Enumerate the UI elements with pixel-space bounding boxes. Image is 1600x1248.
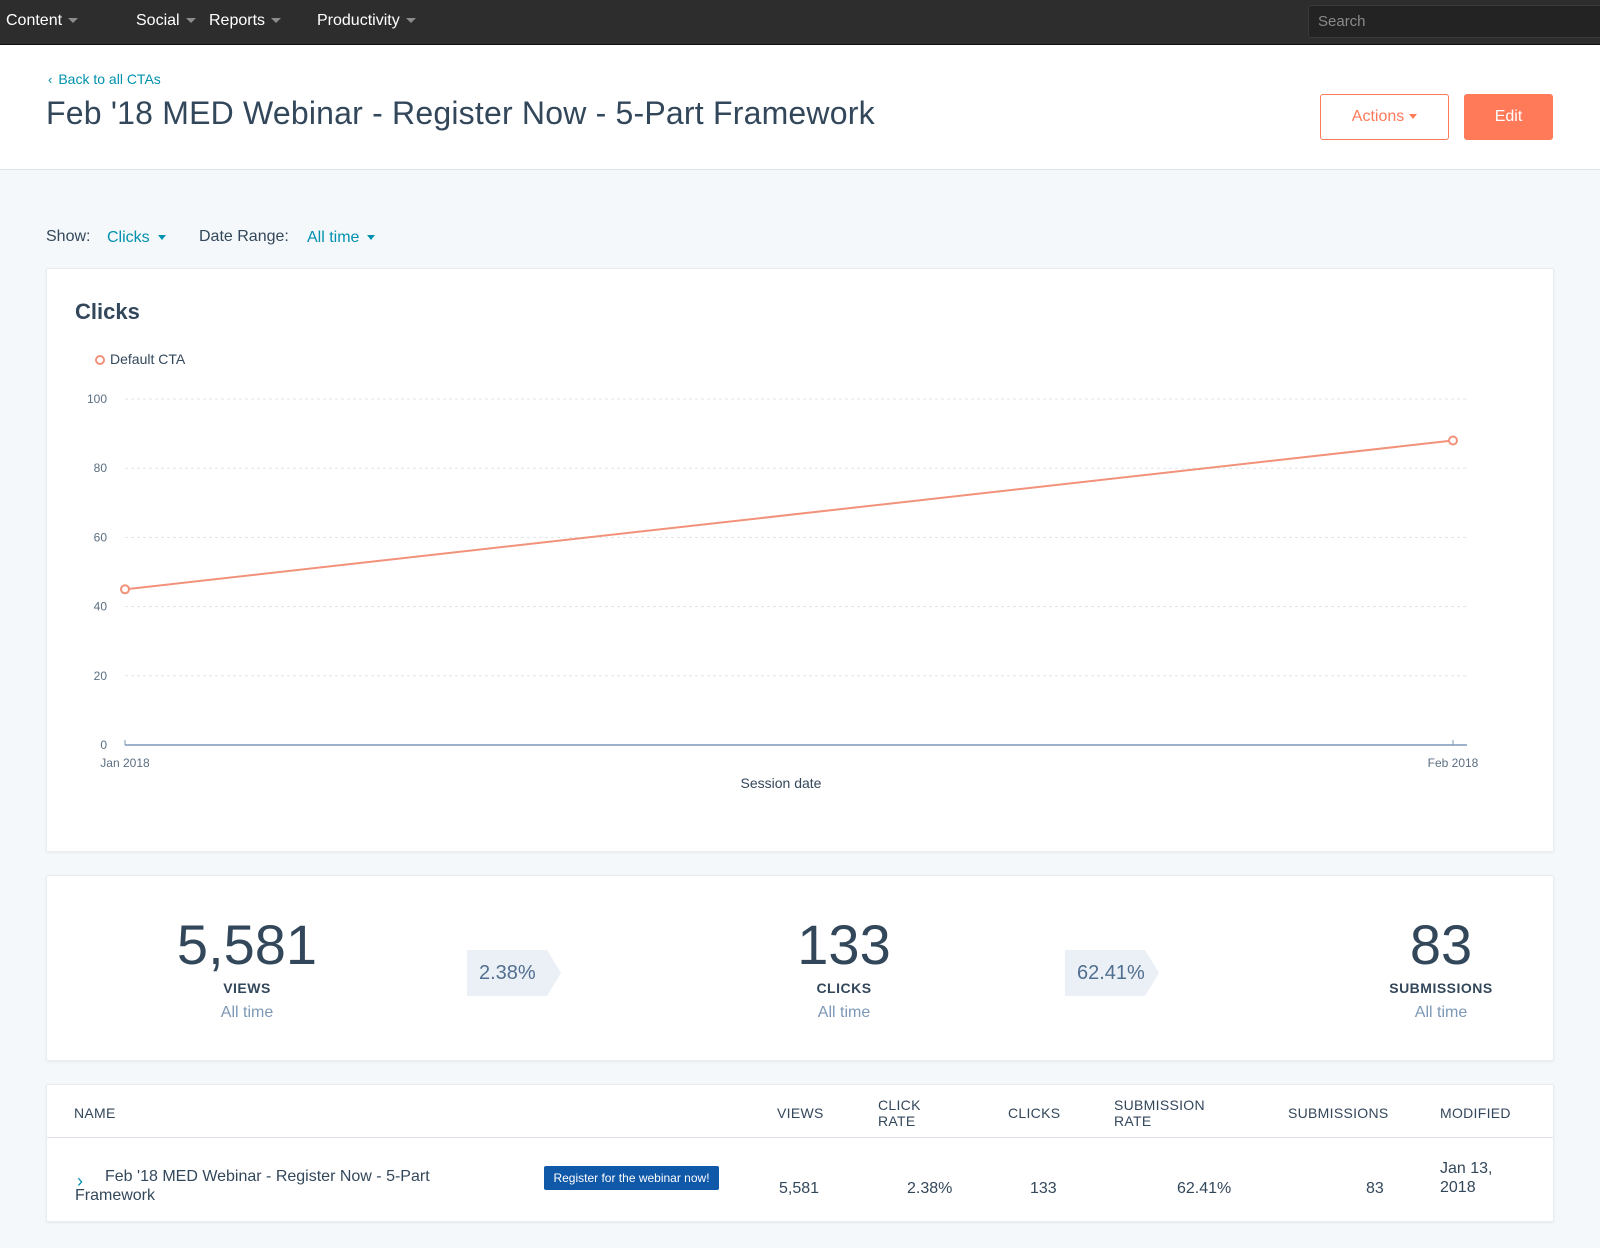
- y-tick-label: 100: [87, 392, 107, 406]
- y-tick-label: 40: [94, 600, 108, 614]
- submissions-stat: 83 SUBMISSIONS All time: [1321, 876, 1561, 1022]
- column-header-name[interactable]: NAME: [74, 1105, 116, 1121]
- search-input[interactable]: Search: [1308, 5, 1600, 38]
- chevron-down-icon: [68, 18, 79, 24]
- row-click-rate: 2.38%: [907, 1180, 953, 1197]
- column-header-modified[interactable]: MODIFIED: [1440, 1105, 1511, 1121]
- nav-social-label: Social: [136, 12, 180, 29]
- column-header-views[interactable]: VIEWS: [777, 1105, 824, 1121]
- line-chart: 0 20 40 60 80 100 Jan 2018 Feb 2018 Session date: [87, 392, 1479, 791]
- chevron-down-icon: [271, 18, 282, 24]
- show-label: Show:: [46, 228, 91, 245]
- nav-productivity-label: Productivity: [317, 12, 400, 29]
- chart-card: Clicks Default CTA 0 20 40 60 80 100 Jan 2018 F…: [46, 268, 1554, 852]
- date-range-label: Date Range:: [199, 228, 289, 245]
- column-header-click-rate[interactable]: CLICK RATE: [878, 1097, 921, 1129]
- column-header-submission-rate[interactable]: SUBMISSION RATE: [1114, 1097, 1205, 1129]
- back-link-label: Back to all CTAs: [58, 71, 161, 87]
- views-label: VIEWS: [223, 980, 271, 996]
- click-rate-badge: 2.38%: [467, 950, 561, 996]
- views-range: All time: [220, 1004, 274, 1021]
- legend-label: Default CTA: [110, 351, 186, 367]
- show-dropdown[interactable]: Clicks: [107, 229, 166, 247]
- clicks-value: 133: [797, 913, 891, 976]
- clicks-stat: 133 CLICKS All time: [724, 876, 964, 1022]
- chevron-left-icon: ‹: [48, 72, 53, 87]
- x-tick-label: Feb 2018: [1428, 756, 1479, 770]
- row-modified: Jan 13, 2018: [1440, 1160, 1493, 1196]
- chevron-down-icon: [185, 18, 196, 24]
- date-range-value: All time: [307, 229, 360, 246]
- x-axis-title: Session date: [741, 775, 822, 791]
- submission-rate-value: 62.41%: [1077, 962, 1145, 984]
- cta-preview-button[interactable]: Register for the webinar now!: [544, 1166, 719, 1190]
- y-tick-label: 60: [94, 530, 108, 544]
- submissions-label: SUBMISSIONS: [1389, 980, 1493, 996]
- date-range-dropdown[interactable]: All time: [307, 229, 376, 247]
- submission-rate-badge: 62.41%: [1065, 950, 1159, 996]
- nav-reports[interactable]: Reports: [209, 0, 282, 44]
- clicks-range: All time: [817, 1004, 871, 1021]
- views-value: 5,581: [176, 913, 318, 976]
- y-tick-label: 20: [94, 669, 108, 683]
- column-header-submissions[interactable]: SUBMISSIONS: [1288, 1105, 1389, 1121]
- click-rate-value: 2.38%: [479, 962, 536, 984]
- x-tick-label: Jan 2018: [100, 756, 150, 770]
- column-header-clicks[interactable]: CLICKS: [1008, 1105, 1061, 1121]
- arrow-right-icon: [1145, 950, 1159, 996]
- y-tick-label: 80: [94, 461, 108, 475]
- table-divider: [47, 1137, 1553, 1138]
- nav-reports-label: Reports: [209, 12, 266, 29]
- submissions-value: 83: [1409, 913, 1473, 976]
- nav-social[interactable]: Social: [136, 0, 196, 44]
- actions-button[interactable]: Actions: [1320, 94, 1449, 140]
- nav-content[interactable]: Content: [6, 0, 79, 44]
- chevron-down-icon: [157, 235, 166, 241]
- views-stat: 5,581 VIEWS All time: [127, 876, 367, 1022]
- y-tick-label: 0: [100, 738, 107, 752]
- data-point: [1448, 435, 1458, 446]
- stats-card: 5,581 VIEWS All time 2.38% 133 CLICKS Al…: [46, 875, 1554, 1061]
- edit-button[interactable]: Edit: [1464, 94, 1553, 140]
- row-submission-rate: 62.41%: [1177, 1180, 1232, 1197]
- arrow-right-icon: [547, 950, 561, 996]
- page-title: Feb '18 MED Webinar - Register Now - 5-P…: [46, 95, 875, 131]
- show-value: Clicks: [107, 229, 150, 246]
- page-header: ‹ Back to all CTAs Feb '18 MED Webinar - …: [0, 45, 1600, 170]
- row-cta-name[interactable]: Feb '18 MED Webinar - Register Now - 5-P…: [75, 1168, 430, 1204]
- cta-table: NAME VIEWS CLICK RATE CLICKS SUBMISSION …: [46, 1084, 1554, 1222]
- actions-label: Actions: [1351, 108, 1405, 125]
- series-line: [124, 439, 1454, 591]
- chart-title: Clicks: [75, 299, 140, 324]
- submissions-range: All time: [1414, 1004, 1468, 1021]
- row-views: 5,581: [779, 1180, 820, 1197]
- top-nav: Content Social Reports Productivity Sear…: [0, 0, 1600, 45]
- nav-productivity[interactable]: Productivity: [317, 0, 416, 44]
- back-link[interactable]: ‹ Back to all CTAs: [48, 71, 161, 87]
- expand-row-chevron-icon[interactable]: ›: [77, 1171, 83, 1191]
- legend-marker-icon: [95, 355, 105, 365]
- row-clicks: 133: [1030, 1180, 1057, 1197]
- row-submissions: 83: [1366, 1180, 1384, 1197]
- chevron-down-icon: [405, 18, 416, 24]
- clicks-label: CLICKS: [816, 980, 872, 996]
- data-point: [120, 584, 130, 595]
- nav-content-label: Content: [6, 12, 63, 29]
- chevron-down-icon: [1409, 114, 1418, 120]
- chart-legend[interactable]: Default CTA: [95, 351, 185, 367]
- chevron-down-icon: [367, 235, 376, 241]
